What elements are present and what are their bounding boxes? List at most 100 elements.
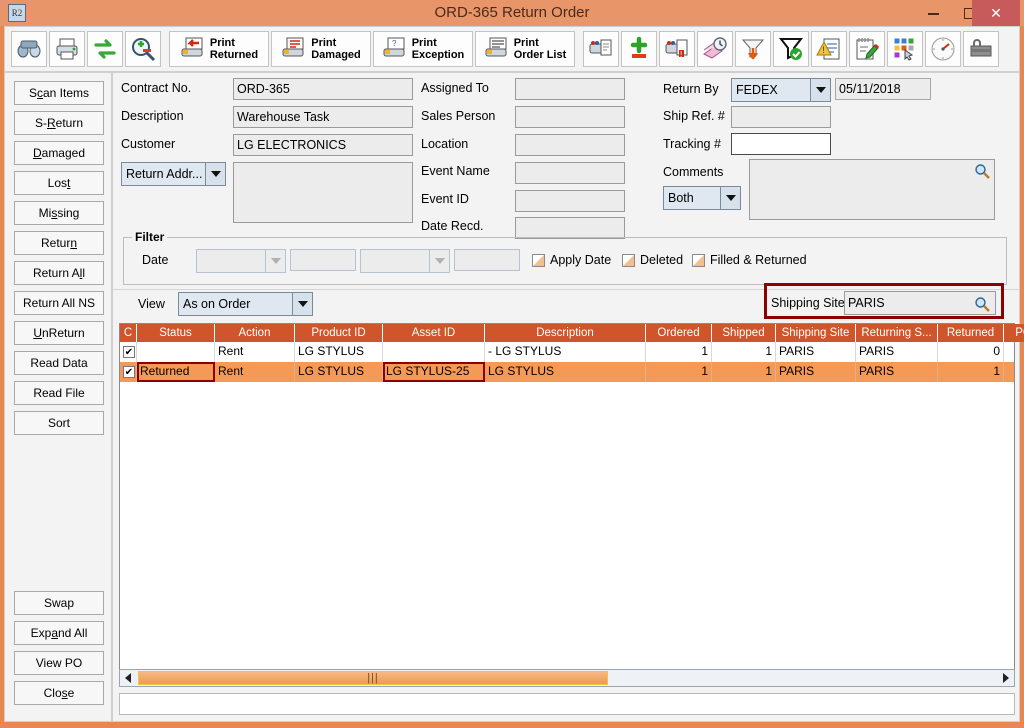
horizontal-scrollbar[interactable]: ||| bbox=[119, 669, 1015, 687]
print-returned-button[interactable]: Print Returned bbox=[169, 31, 269, 67]
funnel-down-icon[interactable] bbox=[735, 31, 771, 67]
row-check-icon[interactable]: ✔ bbox=[123, 346, 135, 358]
filter-date-to-combo[interactable] bbox=[360, 249, 450, 273]
cell-returned[interactable]: 0 bbox=[938, 342, 1004, 362]
sidebar-button-damaged[interactable]: Damaged bbox=[14, 141, 104, 165]
view-combo[interactable]: As on Order bbox=[178, 292, 313, 316]
field-date-recd[interactable] bbox=[515, 217, 625, 239]
sidebar-button-unreturn[interactable]: UnReturn bbox=[14, 321, 104, 345]
cell-shipped[interactable]: 1 bbox=[712, 342, 776, 362]
cell-descr[interactable]: LG STYLUS bbox=[485, 362, 646, 382]
grid-column-header-status[interactable]: Status bbox=[137, 324, 215, 342]
comments-mode-combo[interactable]: Both bbox=[663, 186, 741, 210]
zoom-find-icon[interactable] bbox=[125, 31, 161, 67]
cell-action[interactable]: Rent bbox=[215, 342, 295, 362]
field-location[interactable] bbox=[515, 134, 625, 156]
field-event-id[interactable] bbox=[515, 190, 625, 212]
sidebar-button-lost[interactable]: Lost bbox=[14, 171, 104, 195]
sidebar-button-scan-items[interactable]: Scan Items bbox=[14, 81, 104, 105]
field-description[interactable]: Warehouse Task bbox=[233, 106, 413, 128]
sidebar-button-swap[interactable]: Swap bbox=[14, 591, 104, 615]
print-exception-button[interactable]: ? Print Exception bbox=[373, 31, 473, 67]
field-tracking[interactable] bbox=[731, 133, 831, 155]
scroll-left-arrow-icon[interactable] bbox=[120, 670, 136, 686]
grid-column-header-c[interactable]: C bbox=[120, 324, 137, 342]
scroll-right-arrow-icon[interactable] bbox=[998, 670, 1014, 686]
shipping-site-search-icon[interactable] bbox=[974, 296, 990, 312]
field-contract-no[interactable]: ORD-365 bbox=[233, 78, 413, 100]
filter-date-from-time[interactable] bbox=[290, 249, 356, 271]
minimize-button[interactable] bbox=[910, 0, 956, 26]
field-return-address[interactable] bbox=[233, 162, 413, 223]
grid-column-header-shipped[interactable]: Shipped bbox=[712, 324, 776, 342]
cell-action[interactable]: Rent bbox=[215, 362, 295, 382]
sidebar-button-return-all-ns[interactable]: Return All NS bbox=[14, 291, 104, 315]
checkbox-deleted[interactable] bbox=[622, 254, 635, 267]
sidebar-button-read-data[interactable]: Read Data bbox=[14, 351, 104, 375]
table-row[interactable]: ✔ Returned Rent LG STYLUS LG STYLUS-25 LG STY… bbox=[120, 362, 1014, 382]
return-by-combo[interactable]: FEDEX bbox=[731, 78, 831, 102]
filter-check-icon[interactable] bbox=[773, 31, 809, 67]
cell-shipped[interactable]: 1 bbox=[712, 362, 776, 382]
warning-doc-icon[interactable]: ! bbox=[811, 31, 847, 67]
cell-po[interactable] bbox=[1004, 342, 1024, 362]
grid-column-header-ordered[interactable]: Ordered bbox=[646, 324, 712, 342]
sidebar-button-read-file[interactable]: Read File bbox=[14, 381, 104, 405]
add-plus-minus-icon[interactable] bbox=[621, 31, 657, 67]
sidebar-button-s-return[interactable]: S-Return bbox=[14, 111, 104, 135]
cell-ordered[interactable]: 1 bbox=[646, 342, 712, 362]
field-event-name[interactable] bbox=[515, 162, 625, 184]
grid-column-header-descr[interactable]: Description bbox=[485, 324, 646, 342]
filter-date-to-time[interactable] bbox=[454, 249, 520, 271]
gauge-icon[interactable] bbox=[925, 31, 961, 67]
checkbox-apply-date[interactable] bbox=[532, 254, 545, 267]
cell-retsite[interactable]: PARIS bbox=[856, 362, 938, 382]
grid-column-header-product[interactable]: Product ID bbox=[295, 324, 383, 342]
sidebar-button-missing[interactable]: Missing bbox=[14, 201, 104, 225]
cell-shipsite[interactable]: PARIS bbox=[776, 342, 856, 362]
sidebar-button-expand-all[interactable]: Expand All bbox=[14, 621, 104, 645]
comments-search-icon[interactable] bbox=[974, 163, 990, 179]
scrollbar-thumb[interactable]: ||| bbox=[138, 671, 608, 685]
grid-column-header-asset[interactable]: Asset ID bbox=[383, 324, 485, 342]
bag-icon[interactable] bbox=[963, 31, 999, 67]
filter-date-from-combo[interactable] bbox=[196, 249, 286, 273]
sidebar-button-return[interactable]: Return bbox=[14, 231, 104, 255]
sidebar-button-close[interactable]: Close bbox=[14, 681, 104, 705]
field-assigned-to[interactable] bbox=[515, 78, 625, 100]
cell-asset[interactable] bbox=[383, 342, 485, 362]
cell-product[interactable]: LG STYLUS bbox=[295, 342, 383, 362]
field-return-date[interactable]: 05/11/2018 bbox=[835, 78, 931, 100]
print-preview-icon[interactable] bbox=[583, 31, 619, 67]
cell-retsite[interactable]: PARIS bbox=[856, 342, 938, 362]
cell-product[interactable]: LG STYLUS bbox=[295, 362, 383, 382]
field-ship-ref[interactable] bbox=[731, 106, 831, 128]
checkbox-filled-returned[interactable] bbox=[692, 254, 705, 267]
cell-c[interactable]: ✔ bbox=[120, 362, 137, 382]
grid-column-header-retsite[interactable]: Returning S... bbox=[856, 324, 938, 342]
sidebar-button-view-po[interactable]: View PO bbox=[14, 651, 104, 675]
history-clock-icon[interactable] bbox=[697, 31, 733, 67]
grid-column-header-returned[interactable]: Returned bbox=[938, 324, 1004, 342]
cell-status[interactable] bbox=[137, 342, 215, 362]
sidebar-button-return-all[interactable]: Return All bbox=[14, 261, 104, 285]
cell-c[interactable]: ✔ bbox=[120, 342, 137, 362]
refresh-icon[interactable] bbox=[87, 31, 123, 67]
items-grid[interactable]: C Status Action Product ID Asset ID Descripti… bbox=[119, 323, 1024, 671]
cell-ordered[interactable]: 1 bbox=[646, 362, 712, 382]
field-shipping-site[interactable]: PARIS bbox=[844, 291, 996, 315]
grid-column-header-po[interactable]: PO bbox=[1004, 324, 1024, 342]
print-alert-icon[interactable]: ! bbox=[659, 31, 695, 67]
cell-returned[interactable]: 1 bbox=[938, 362, 1004, 382]
cell-po[interactable] bbox=[1004, 362, 1024, 382]
return-address-combo[interactable]: Return Addr... bbox=[121, 162, 226, 186]
field-customer[interactable]: LG ELECTRONICS bbox=[233, 134, 413, 156]
print-damaged-button[interactable]: Print Damaged bbox=[271, 31, 371, 67]
table-row[interactable]: ✔ Rent LG STYLUS - LG STYLUS 1 1 PARIS PARIS 0 bbox=[120, 342, 1014, 362]
grid-column-header-action[interactable]: Action bbox=[215, 324, 295, 342]
print-order-list-button[interactable]: Print Order List bbox=[475, 31, 575, 67]
cell-descr[interactable]: - LG STYLUS bbox=[485, 342, 646, 362]
cell-shipsite[interactable]: PARIS bbox=[776, 362, 856, 382]
printer-icon[interactable] bbox=[49, 31, 85, 67]
field-sales-person[interactable] bbox=[515, 106, 625, 128]
